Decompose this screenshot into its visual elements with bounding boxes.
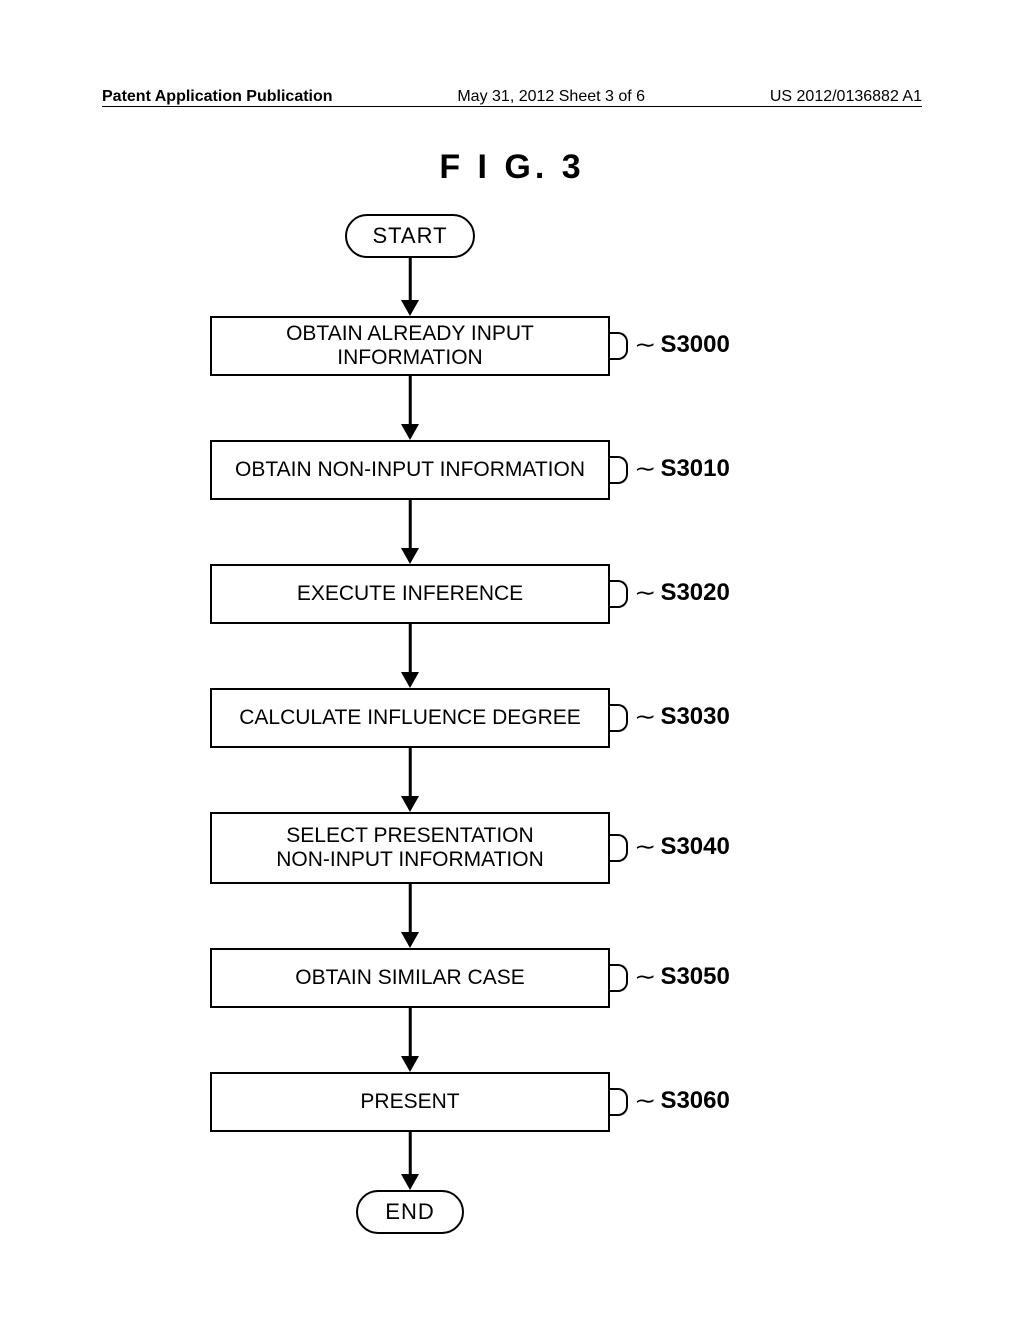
tilde-icon: ∼ — [634, 580, 656, 606]
process-step-text: OBTAIN NON-INPUT INFORMATION — [227, 458, 593, 482]
flow-arrow-head — [401, 300, 419, 316]
process-step: EXECUTE INFERENCE — [210, 564, 610, 624]
step-bracket — [610, 332, 628, 360]
process-step: OBTAIN SIMILAR CASE — [210, 948, 610, 1008]
process-step-text: PRESENT — [352, 1090, 467, 1114]
step-bracket — [610, 580, 628, 608]
step-bracket — [610, 964, 628, 992]
flow-arrow-line — [409, 500, 412, 548]
step-bracket — [610, 456, 628, 484]
step-label: ∼S3020 — [636, 579, 730, 607]
step-label: ∼S3050 — [636, 963, 730, 991]
flow-arrow-line — [409, 624, 412, 672]
step-id: S3000 — [660, 331, 729, 359]
flow-arrow-head — [401, 672, 419, 688]
process-step-text: CALCULATE INFLUENCE DEGREE — [231, 706, 589, 730]
step-id: S3030 — [660, 703, 729, 731]
figure-title: F I G. 3 — [0, 148, 1024, 187]
flow-arrow-line — [409, 258, 412, 300]
step-bracket — [610, 1088, 628, 1116]
process-step-text: EXECUTE INFERENCE — [289, 582, 531, 606]
step-id: S3010 — [660, 455, 729, 483]
step-id: S3060 — [660, 1087, 729, 1115]
header-right: US 2012/0136882 A1 — [770, 88, 922, 106]
process-step-text: OBTAIN SIMILAR CASE — [287, 966, 533, 990]
flow-arrow-head — [401, 548, 419, 564]
step-id: S3050 — [660, 963, 729, 991]
process-step: OBTAIN ALREADY INPUT INFORMATION — [210, 316, 610, 376]
step-id: S3040 — [660, 833, 729, 861]
process-step-text: SELECT PRESENTATION NON-INPUT INFORMATIO… — [268, 824, 552, 872]
tilde-icon: ∼ — [634, 704, 656, 730]
tilde-icon: ∼ — [634, 1088, 656, 1114]
header-left: Patent Application Publication — [102, 88, 333, 106]
step-bracket — [610, 704, 628, 732]
header-mid: May 31, 2012 Sheet 3 of 6 — [457, 88, 645, 106]
flow-arrow-line — [409, 748, 412, 796]
flowchart: STARTOBTAIN ALREADY INPUT INFORMATION∼S3… — [0, 214, 1024, 1254]
tilde-icon: ∼ — [634, 834, 656, 860]
step-bracket — [610, 834, 628, 862]
step-label: ∼S3010 — [636, 455, 730, 483]
step-label: ∼S3000 — [636, 331, 730, 359]
terminator-start: START — [345, 214, 475, 258]
process-step: OBTAIN NON-INPUT INFORMATION — [210, 440, 610, 500]
terminator-end: END — [356, 1190, 464, 1234]
header-rule — [102, 106, 922, 107]
flow-arrow-line — [409, 884, 412, 932]
process-step: SELECT PRESENTATION NON-INPUT INFORMATIO… — [210, 812, 610, 884]
flow-arrow-line — [409, 1008, 412, 1056]
process-step-text: OBTAIN ALREADY INPUT INFORMATION — [212, 322, 608, 370]
tilde-icon: ∼ — [634, 964, 656, 990]
header-text-row: Patent Application Publication May 31, 2… — [102, 86, 922, 106]
page-header: Patent Application Publication May 31, 2… — [0, 86, 1024, 107]
flow-arrow-head — [401, 1056, 419, 1072]
flow-arrow-line — [409, 1132, 412, 1174]
flow-arrow-head — [401, 796, 419, 812]
tilde-icon: ∼ — [634, 456, 656, 482]
process-step: PRESENT — [210, 1072, 610, 1132]
flowchart-inner: STARTOBTAIN ALREADY INPUT INFORMATION∼S3… — [0, 214, 1024, 1254]
step-label: ∼S3060 — [636, 1087, 730, 1115]
step-label: ∼S3030 — [636, 703, 730, 731]
flow-arrow-line — [409, 376, 412, 424]
flow-arrow-head — [401, 932, 419, 948]
page: Patent Application Publication May 31, 2… — [0, 0, 1024, 1320]
step-id: S3020 — [660, 579, 729, 607]
tilde-icon: ∼ — [634, 332, 656, 358]
process-step: CALCULATE INFLUENCE DEGREE — [210, 688, 610, 748]
flow-arrow-head — [401, 424, 419, 440]
step-label: ∼S3040 — [636, 833, 730, 861]
flow-arrow-head — [401, 1174, 419, 1190]
